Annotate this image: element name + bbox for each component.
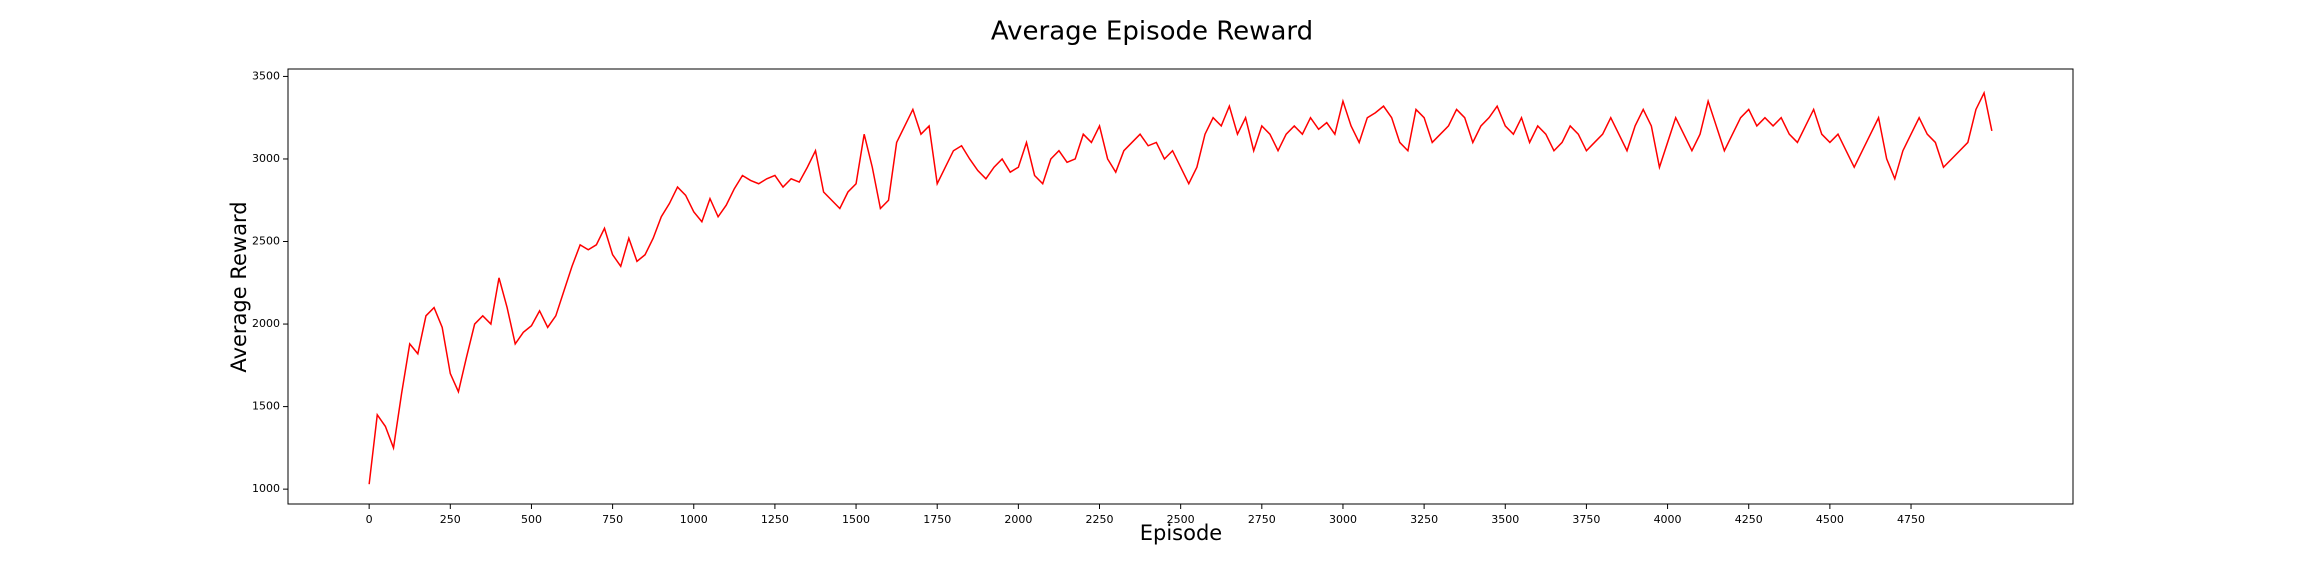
x-tick-label: 3250 bbox=[1410, 513, 1438, 526]
x-tick-label: 1500 bbox=[842, 513, 870, 526]
y-axis-label: Average Reward bbox=[227, 201, 251, 372]
x-tick-label: 4000 bbox=[1654, 513, 1682, 526]
x-tick-label: 1750 bbox=[923, 513, 951, 526]
x-tick-label: 2000 bbox=[1004, 513, 1032, 526]
x-tick-label: 3750 bbox=[1572, 513, 1600, 526]
y-tick-label: 1000 bbox=[252, 482, 280, 495]
x-tick-label: 0 bbox=[366, 513, 373, 526]
x-tick-label: 2750 bbox=[1248, 513, 1276, 526]
plot-frame bbox=[287, 68, 2074, 505]
x-tick-label: 2500 bbox=[1167, 513, 1195, 526]
x-tick-label: 3500 bbox=[1491, 513, 1519, 526]
x-tick-label: 750 bbox=[602, 513, 623, 526]
x-tick-label: 4500 bbox=[1816, 513, 1844, 526]
y-tick-label: 3500 bbox=[252, 69, 280, 82]
data-line bbox=[368, 90, 1993, 485]
x-tick-label: 1000 bbox=[680, 513, 708, 526]
y-tick-label: 3000 bbox=[252, 152, 280, 165]
y-tick-label: 2000 bbox=[252, 317, 280, 330]
x-tick-label: 250 bbox=[440, 513, 461, 526]
x-tick-label: 4750 bbox=[1897, 513, 1925, 526]
x-tick-label: 500 bbox=[521, 513, 542, 526]
x-tick-label: 4250 bbox=[1735, 513, 1763, 526]
chart-title: Average Episode Reward bbox=[991, 17, 1313, 47]
x-tick-label: 2250 bbox=[1086, 513, 1114, 526]
y-tick-label: 1500 bbox=[252, 400, 280, 413]
x-axis-label: Episode bbox=[1140, 521, 1222, 545]
x-tick-label: 3000 bbox=[1329, 513, 1357, 526]
y-tick-label: 2500 bbox=[252, 235, 280, 248]
x-tick-label: 1250 bbox=[761, 513, 789, 526]
